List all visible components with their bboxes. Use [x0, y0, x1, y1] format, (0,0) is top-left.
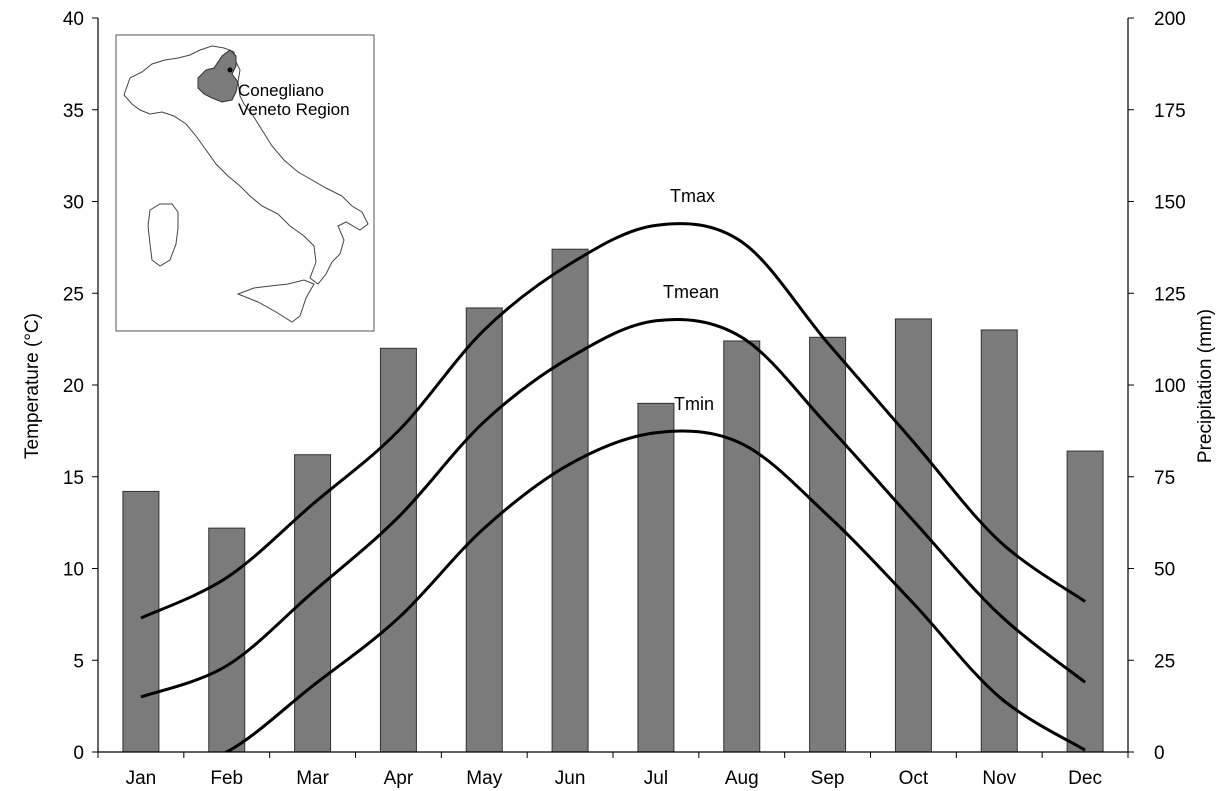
- precip-bar-feb: [208, 527, 246, 753]
- sardinia-outline: [147, 203, 179, 267]
- veneto-region: [197, 49, 239, 103]
- inset-map-frame: [115, 34, 375, 332]
- map-label-region: Veneto Region: [238, 100, 350, 119]
- precip-bar-jan: [122, 490, 160, 753]
- y-tick-label-left: 5: [73, 651, 84, 672]
- y-tick-label-left: 20: [63, 376, 84, 397]
- conegliano-marker: [227, 67, 233, 73]
- x-tick-label: Oct: [899, 768, 929, 789]
- line-tmean: [140, 318, 1087, 699]
- axes: [92, 17, 1134, 758]
- y-tick-label-left: 15: [63, 468, 84, 489]
- x-tick-label: Nov: [982, 768, 1016, 789]
- y-tick-label-right: 100: [1154, 376, 1186, 397]
- precip-bar-jul: [637, 402, 675, 753]
- y-tick-label-left: 40: [63, 9, 84, 30]
- y-axis-title-left: Temperature (°C): [22, 313, 43, 459]
- label-tmean: Tmean: [663, 282, 719, 302]
- precip-bar-sep: [809, 336, 847, 753]
- y-tick-label-right: 200: [1154, 9, 1186, 30]
- label-tmin: Tmin: [674, 394, 714, 414]
- y-tick-label-left: 25: [63, 284, 84, 305]
- inset-map: Conegliano Veneto Region: [115, 34, 375, 332]
- y-tick-label-right: 75: [1154, 468, 1175, 489]
- y-tick-label-left: 35: [63, 101, 84, 122]
- x-tick-label: Mar: [296, 768, 329, 789]
- x-tick-label: Aug: [725, 768, 759, 789]
- x-tick-label: Dec: [1068, 768, 1102, 789]
- x-tick-label: Apr: [384, 768, 414, 789]
- line-tmax: [140, 222, 1086, 620]
- x-tick-label: Jul: [644, 768, 668, 789]
- y-tick-label-left: 30: [63, 193, 84, 214]
- y-tick-label-right: 150: [1154, 193, 1186, 214]
- precip-bar-jun: [551, 248, 589, 753]
- precip-bar-aug: [723, 340, 761, 753]
- x-tick-label: May: [466, 768, 502, 789]
- x-tick-label: Feb: [210, 768, 243, 789]
- line-tmin: [223, 429, 1086, 752]
- label-tmax: Tmax: [670, 186, 715, 206]
- y-tick-label-right: 0: [1154, 743, 1165, 764]
- y-axis-title-right: Precipitation (mm): [1195, 309, 1216, 463]
- y-tick-label-right: 50: [1154, 560, 1175, 581]
- x-tick-label: Jun: [555, 768, 586, 789]
- y-tick-label-left: 0: [73, 743, 84, 764]
- sicily-outline: [236, 279, 315, 323]
- temperature-lines: [140, 222, 1087, 752]
- precip-bar-apr: [379, 347, 417, 753]
- map-label-city: Conegliano: [238, 81, 324, 100]
- x-tick-label: Sep: [811, 768, 845, 789]
- tick-labels: 0 5 10 15 20 25 30 35 40 0 25 50 75 100 125 150 175 200 Ja…: [63, 9, 1186, 789]
- y-tick-label-right: 25: [1154, 651, 1175, 672]
- y-tick-label-right: 175: [1154, 101, 1186, 122]
- y-tick-label-right: 125: [1154, 284, 1186, 305]
- y-tick-label-left: 10: [63, 560, 84, 581]
- x-tick-label: Jan: [126, 768, 157, 789]
- italy-outline: [123, 45, 369, 285]
